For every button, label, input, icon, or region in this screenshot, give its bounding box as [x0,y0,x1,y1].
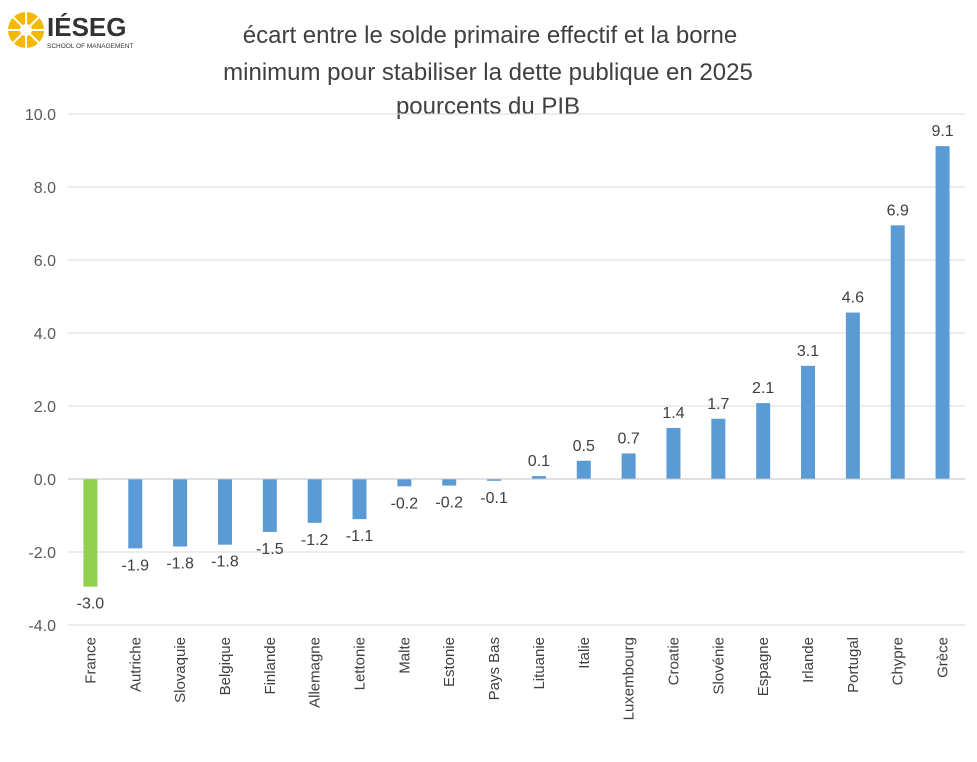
bar [307,479,322,523]
x-tick-label: Autriche [127,637,144,692]
x-tick-label: Italie [576,637,593,669]
y-axis: 10.0 8.0 6.0 4.0 2.0 0.0 -2.0 -4.0 [25,107,56,635]
data-label: -0.2 [391,495,419,512]
logo-emblem-icon [8,12,44,48]
bar [83,479,98,587]
x-tick-label: Malte [396,637,413,674]
y-tick-label: 2.0 [34,399,56,416]
data-labels: -3.0 -1.9 -1.8 -1.8 -1.5 -1.2 -1.1 -0.2 -0.2 -0.1… [77,123,954,613]
bar [128,479,143,549]
data-label: -0.2 [435,495,463,512]
data-label: 9.1 [931,123,953,140]
bar [756,403,771,479]
x-tick-label: Croatie [665,637,682,685]
data-label: 4.6 [842,290,864,307]
bar [352,479,367,520]
bar [845,312,860,479]
x-tick-label: Portugal [845,637,862,693]
x-tick-label: Pays Bas [486,637,503,700]
bar [576,460,591,479]
bar [217,479,232,545]
bar [621,453,636,479]
x-tick-label: Finlande [262,637,279,695]
bar [890,225,905,479]
gridlines [68,113,965,626]
bars [83,146,950,587]
bar [801,365,816,479]
data-label: -3.0 [77,596,105,613]
bar [397,479,412,487]
data-label: 0.5 [573,438,595,455]
data-label: 6.9 [887,202,909,219]
data-label: -1.8 [166,556,194,573]
x-tick-label: Espagne [755,637,772,696]
y-tick-label: 8.0 [34,180,56,197]
bar [531,476,546,479]
bar [173,479,188,547]
data-label: -0.1 [480,490,508,507]
x-tick-label: Slovaquie [172,637,189,703]
chart-title-line-1: écart entre le solde primaire effectif e… [243,22,737,49]
y-tick-label: 6.0 [34,253,56,270]
data-label: 0.7 [618,430,640,447]
data-label: -1.9 [121,557,149,574]
logo: IÉSEG SCHOOL OF MANAGEMENT [8,12,133,50]
y-tick-label: -2.0 [28,545,56,562]
x-tick-label: Luxembourg [621,637,638,720]
y-tick-label: 4.0 [34,326,56,343]
bar [487,479,502,481]
x-tick-label: Chypre [890,637,907,685]
chart-title-line-2: minimum pour stabiliser la dette publiqu… [223,59,753,86]
x-tick-label: Allemagne [307,637,324,708]
x-tick-label: Lituanie [531,637,548,690]
x-tick-label: Estonie [441,637,458,687]
data-label: -1.2 [301,532,329,549]
x-tick-label: Grèce [935,637,952,678]
logo-tagline: SCHOOL OF MANAGEMENT [47,43,133,50]
data-label: -1.1 [346,528,374,545]
y-tick-label: -4.0 [28,618,56,635]
x-tick-label: Lettonie [352,637,369,690]
data-label: 3.1 [797,343,819,360]
bar [262,479,277,532]
x-tick-label: France [82,637,99,684]
x-axis: France Autriche Slovaquie Belgique Finlande A… [82,637,951,720]
chart-title: écart entre le solde primaire effectif e… [223,22,753,120]
x-tick-label: Belgique [217,637,234,695]
x-tick-label: Slovénie [710,637,727,695]
data-label: 2.1 [752,380,774,397]
data-label: 1.4 [662,405,684,422]
y-tick-label: 10.0 [25,107,56,124]
logo-name: IÉSEG [47,12,126,42]
bar [666,427,681,479]
bar [935,146,950,479]
data-label: 0.1 [528,453,550,470]
y-tick-label: 0.0 [34,472,56,489]
x-tick-label: Irlande [800,637,817,683]
data-label: 1.7 [707,396,729,413]
bar [442,479,457,486]
data-label: -1.5 [256,541,284,558]
chart-title-line-3: pourcents du PIB [396,93,580,120]
bar [711,418,726,479]
data-label: -1.8 [211,554,239,571]
